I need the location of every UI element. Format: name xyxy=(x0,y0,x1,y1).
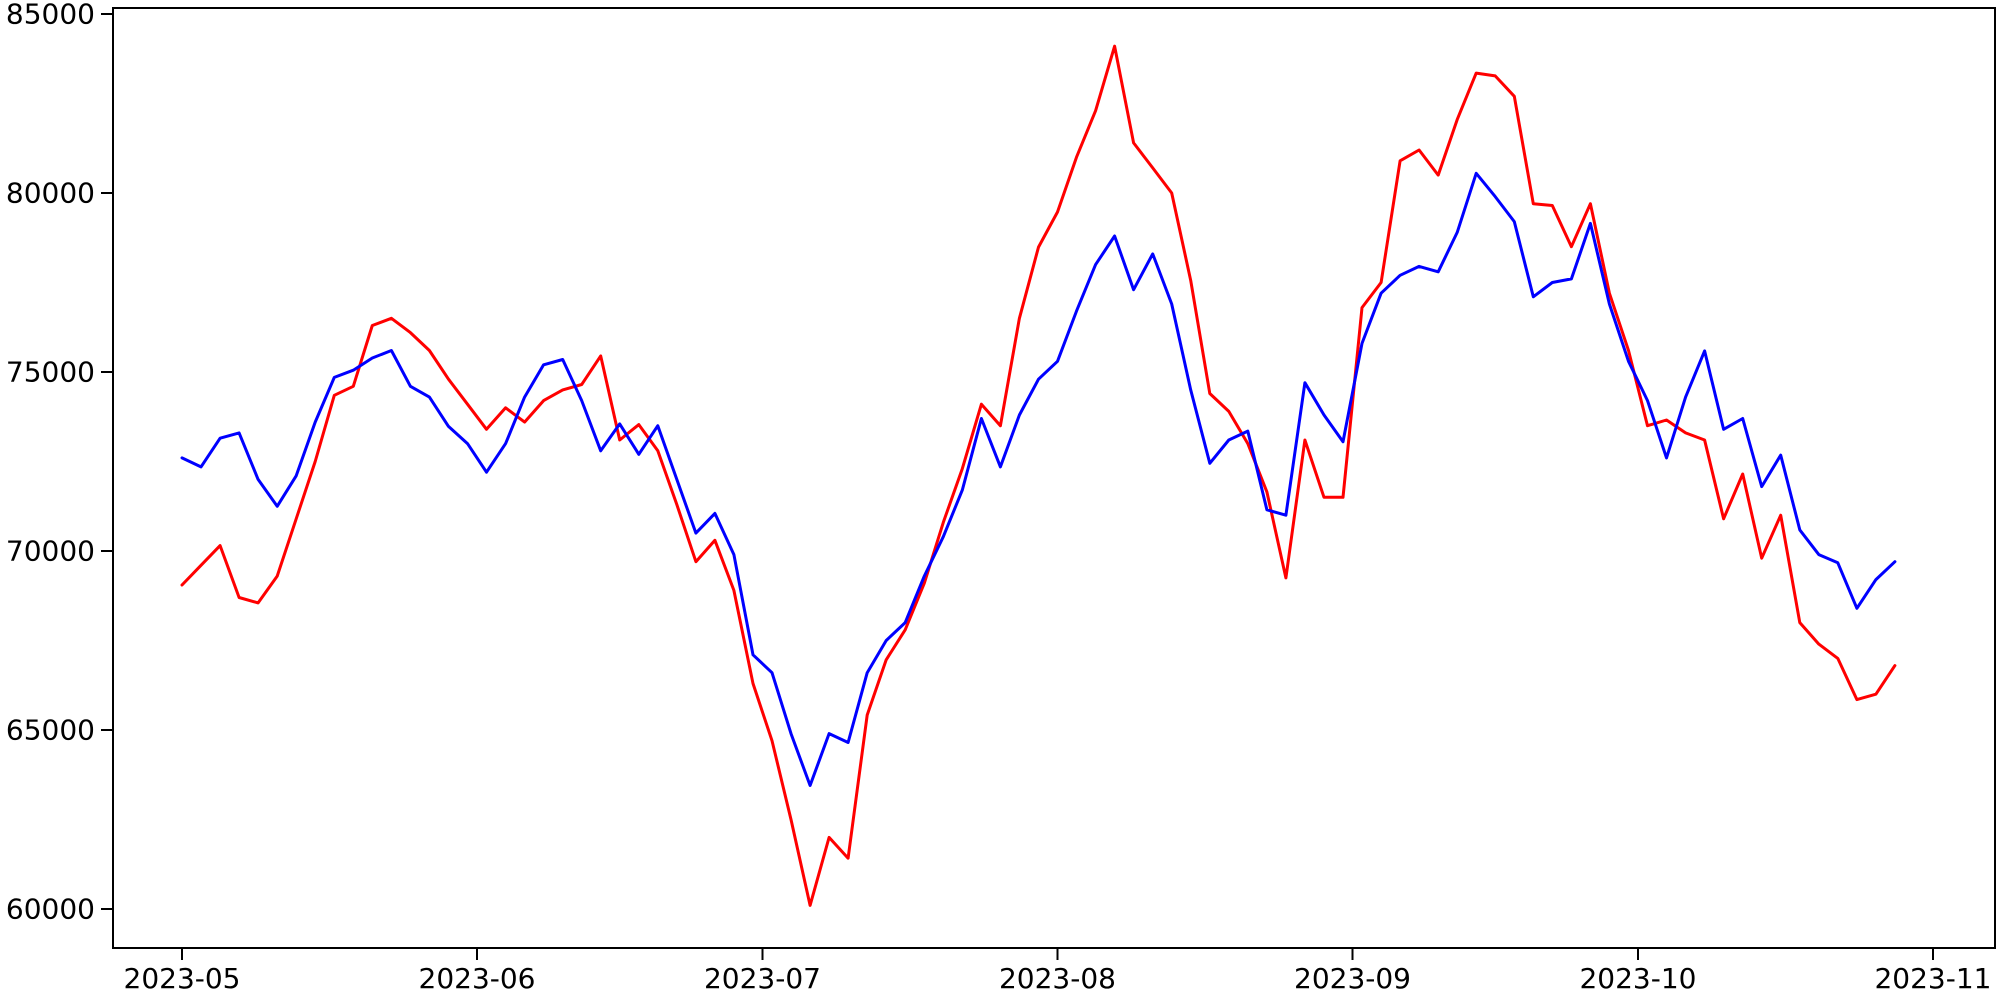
y-tick-label: 70000 xyxy=(6,535,95,568)
x-tick-label: 2023-11 xyxy=(1874,962,1991,995)
x-tick-label: 2023-09 xyxy=(1294,962,1411,995)
y-tick-label: 65000 xyxy=(6,714,95,747)
y-tick-label: 60000 xyxy=(6,893,95,926)
red-series-line xyxy=(180,44,1897,907)
x-tick-label: 2023-06 xyxy=(419,962,536,995)
y-tick-label: 80000 xyxy=(6,177,95,210)
blue-series-line xyxy=(180,171,1897,787)
x-tick-label: 2023-10 xyxy=(1579,962,1696,995)
x-tick-label: 2023-07 xyxy=(704,962,821,995)
x-tick-label: 2023-05 xyxy=(124,962,241,995)
plot-border xyxy=(112,7,1996,949)
x-tick-label: 2023-08 xyxy=(999,962,1116,995)
y-tick-label: 85000 xyxy=(6,0,95,31)
y-tick-label: 75000 xyxy=(6,356,95,389)
